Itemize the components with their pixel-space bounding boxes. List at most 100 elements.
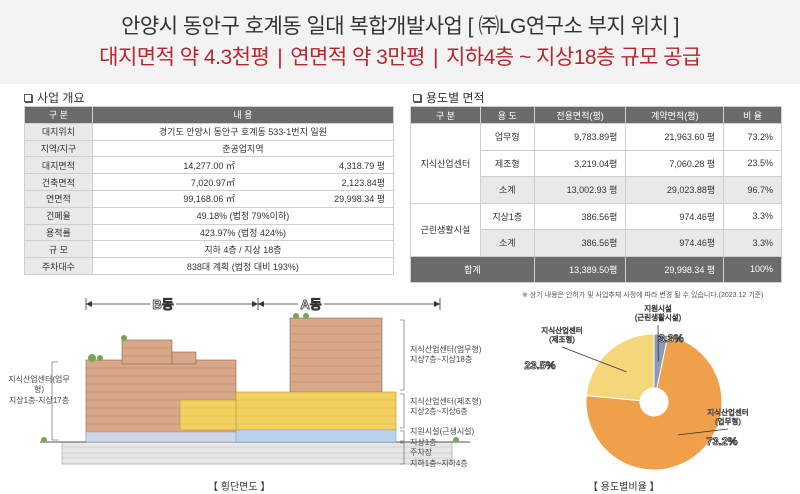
site-area-text: 대지면적 약 4.3천평: [99, 46, 270, 69]
table-header: 용 도: [479, 106, 535, 124]
total-label: 합계: [410, 255, 535, 283]
slice-label: 지식산업센터: [541, 325, 582, 335]
page-subtitle: 대지면적 약 4.3천평 | 연면적 약 3만평 | 지하4층 ~ 지상18층 규모 공…: [0, 41, 800, 71]
manufacturing-floors: [235, 391, 397, 431]
contract-area-cell: 7,060.28 평: [625, 149, 725, 177]
ratio-cell: 3.3%: [723, 229, 782, 257]
separator: |: [433, 46, 438, 69]
row-value: 423.97% (법정 424%): [91, 223, 395, 242]
table-header: 계약면적(평): [625, 106, 725, 124]
table-row: 규 모 지하 4층 / 지상 18층: [24, 240, 395, 259]
table-row: 근린생활시설 지상1층 386.56평 974.46평 3.3%: [410, 202, 782, 257]
row-label: 대지면적: [24, 156, 93, 175]
row-value: 준공업지역: [91, 139, 395, 158]
pie-slice: [585, 334, 723, 471]
use-cell: 제조형: [479, 149, 535, 177]
row-label: 주차대수: [24, 257, 93, 275]
total-contract-area: 29,998.34 평: [625, 255, 725, 283]
ratio-cell: 96.7%: [723, 176, 782, 204]
row-value-sqm: 99,168.06 ㎡: [91, 189, 243, 208]
slice-value-label: 23.5%: [524, 360, 555, 372]
building-a: [179, 317, 397, 443]
contract-area-cell: 29,023.88평: [625, 176, 725, 204]
table-header: 내 용: [91, 106, 395, 124]
row-value: 838대 계획 (법정 대비 193%): [91, 257, 395, 275]
row-label: 건폐율: [24, 206, 93, 225]
table-row: 제조형 3,219.04평 7,060.28 평 23.5%: [411, 149, 782, 177]
overview-table: 구 분 내 용 대지위치 경기도 안양시 동안구 호계동 533-1번지 일원 …: [24, 106, 395, 275]
page-title: 안양시 동안구 호계동 일대 복합개발사업 [ ㈜LG연구소 부지 위치 ]: [121, 15, 679, 38]
usage-table: 구 분 용 도 전용면적(평) 계약면적(평) 비 율 지식산업센터 업무형 9…: [410, 106, 782, 283]
table-row: 대지위치 경기도 안양시 동안구 호계동 533-1번지 일원: [24, 122, 395, 141]
page-header: 안양시 동안구 호계동 일대 복합개발사업 [ ㈜LG연구소 부지 위치 ] 대…: [0, 0, 800, 84]
exclusive-area-cell: 386.56평: [533, 229, 627, 257]
table-header: 비 율: [723, 106, 782, 124]
use-cell: 소계: [479, 176, 535, 204]
row-label: 지역/지구: [24, 139, 93, 158]
table-header: 전용면적(평): [533, 106, 627, 124]
table-row: 연면적 99,168.06 ㎡ 29,998.34 평: [24, 189, 394, 208]
table-header-row: 구 분 내 용: [24, 106, 395, 124]
leader-line: [561, 346, 627, 373]
tree-icon: [41, 313, 459, 443]
right-floor-label-2: 지식산업센터(제조형) 지상2층~지상6층: [410, 397, 482, 417]
table-row: 지역/지구 준공업지역: [24, 139, 395, 158]
pie-slice: [585, 333, 655, 402]
separator: |: [277, 46, 283, 69]
row-value: 지하 4층 / 지상 18층: [91, 240, 395, 259]
building-a-label: A동: [300, 297, 321, 312]
slice-label: (근린생활시설): [635, 312, 682, 322]
ratio-cell: 23.5%: [723, 149, 782, 177]
table-header-row: 구 분 용 도 전용면적(평) 계약면적(평) 비 율: [410, 106, 782, 124]
table-row: 주차대수 838대 계획 (법정 대비 193%): [24, 257, 395, 275]
usage-section-title: 용도별 면적: [413, 89, 485, 106]
table-header: 구 분: [410, 106, 481, 124]
total-ratio: 100%: [723, 255, 782, 283]
row-value: 49.18% (법정 79%이하): [91, 206, 395, 225]
table-total-row: 합계 13,389.50평 29,998.34 평 100%: [410, 255, 782, 283]
row-value-pyeong: 4,318.79 평: [242, 156, 394, 175]
right-floor-label-1: 지식산업센터(업무형) 지상7층~지상18층: [410, 345, 482, 365]
exclusive-area-cell: 9,783.89평: [533, 123, 627, 151]
contract-area-cell: 974.46평: [625, 229, 725, 257]
right-floor-label-4: 지상1층 주차장 지하1층~지하4층: [410, 438, 468, 468]
row-value-pyeong: 29,998.34 평: [242, 189, 394, 208]
table-row: 대지면적 14,277.00 ㎡ 4,318.79 평: [24, 156, 394, 175]
row-value-sqm: 14,277.00 ㎡: [91, 156, 243, 175]
group-label: 지식산업센터: [410, 123, 481, 204]
table-row: 소계 386.56평 974.46평 3.3%: [411, 229, 782, 257]
cross-section-drawing: B동 A동: [40, 296, 470, 465]
ratio-cell: 73.2%: [723, 123, 782, 151]
slice-label: 지원시설: [644, 304, 672, 313]
slice-label: 지식산업센터: [707, 407, 748, 417]
exclusive-area-cell: 3,219.04평: [533, 149, 627, 177]
table-row: 건축면적 7,020.97㎡ 2,123.84평: [24, 173, 394, 191]
table-row: 소계 13,002.93 평 29,023.88평 96.7%: [411, 176, 782, 204]
floor-area-text: 연면적 약 3만평: [290, 46, 426, 69]
slice-value-label: 3.3%: [658, 333, 683, 345]
exclusive-area-cell: 386.56평: [533, 202, 627, 230]
section-caption: 【 횡단면도 】: [208, 482, 271, 493]
scale-text: 지하4층 ~ 지상18층 규모 공급: [445, 46, 701, 69]
row-label: 건축면적: [24, 173, 93, 191]
group-label: 근린생활시설: [410, 202, 481, 257]
exclusive-area-cell: 13,002.93 평: [533, 176, 627, 204]
table-row: 용적률 423.97% (법정 424%): [24, 223, 395, 242]
usage-ratio-pie-chart: 지식산업센터(업무형)73.2%지식산업센터(제조형)23.5%지원시설(근린생…: [524, 304, 749, 471]
pie-caption: 【 용도별비율 】: [588, 482, 660, 493]
slice-value-label: 73.2%: [706, 436, 737, 448]
use-cell: 소계: [479, 229, 535, 257]
ratio-cell: 3.3%: [723, 202, 782, 230]
slice-label: (제조형): [549, 335, 575, 344]
use-cell: 지상1층: [479, 202, 535, 230]
contract-area-cell: 974.46평: [625, 202, 725, 230]
row-value-pyeong: 2,123.84평: [242, 173, 394, 191]
slice-label: (업무형): [715, 417, 741, 426]
use-cell: 업무형: [479, 123, 535, 151]
leader-line: [678, 428, 729, 436]
support-facility-floor: [235, 429, 397, 443]
row-label: 용적률: [24, 223, 93, 242]
checkbox-icon: [24, 93, 32, 102]
row-value: 경기도 안양시 동안구 호계동 533-1번지 일원: [91, 122, 395, 141]
row-label: 연면적: [24, 189, 93, 208]
